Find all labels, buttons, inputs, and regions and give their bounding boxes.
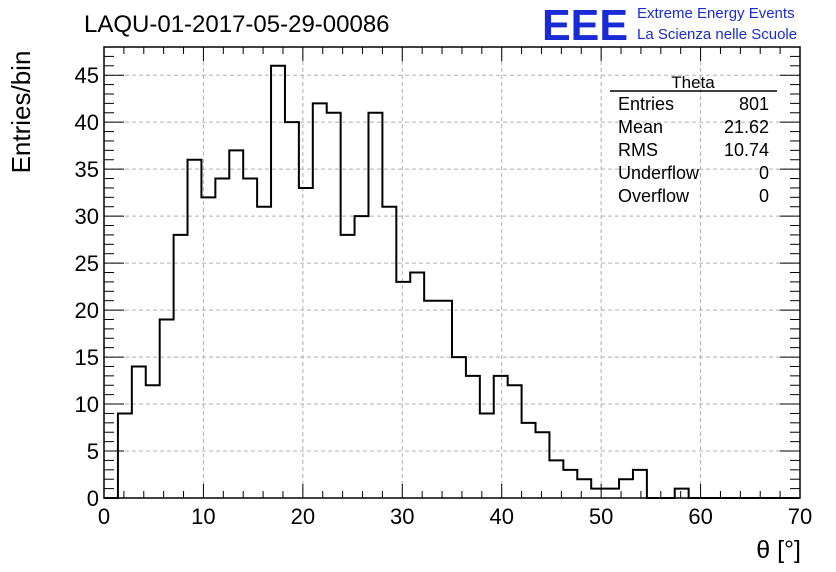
- stats-row-label: Mean: [618, 117, 663, 137]
- histogram-bin: [229, 150, 243, 498]
- eee-logo-line2: La Scienza nelle Scuole: [637, 26, 797, 43]
- y-tick-label: 15: [75, 345, 99, 370]
- histogram-bin: [201, 197, 215, 498]
- histogram-bin: [327, 113, 341, 498]
- chart-title: LAQU-01-2017-05-29-00086: [84, 11, 390, 38]
- histogram-bin: [591, 489, 605, 498]
- axis-ticks: [103, 46, 801, 499]
- x-tick-label: 20: [291, 504, 315, 529]
- eee-logo-line1: Extreme Energy Events: [637, 5, 795, 22]
- y-tick-label: 10: [75, 392, 99, 417]
- y-tick-label: 30: [75, 204, 99, 229]
- x-tick-labels: 0 10 20 30 40 50 60 70: [98, 504, 812, 529]
- stats-row-label: Overflow: [618, 186, 690, 206]
- y-tick-label: 0: [87, 486, 99, 511]
- x-tick-label: 50: [589, 504, 613, 529]
- histogram-bin: [480, 413, 494, 498]
- y-axis-label: Entries/bin: [6, 51, 36, 174]
- histogram-bin: [160, 319, 174, 498]
- histogram-bin: [313, 103, 327, 498]
- stats-box: Theta Entries 801 Mean 21.62 RMS 10.74 Underfl…: [610, 73, 777, 206]
- x-tick-label: 60: [688, 504, 712, 529]
- stats-row-label: RMS: [618, 140, 658, 160]
- histogram-bin: [494, 376, 508, 498]
- y-tick-label: 25: [75, 251, 99, 276]
- stats-row-value: 21.62: [724, 117, 769, 137]
- histogram-bin: [396, 282, 410, 498]
- histogram-bin: [174, 235, 188, 498]
- histogram-bin: [382, 207, 396, 498]
- stats-row-value: 10.74: [724, 140, 769, 160]
- histogram-outline: [104, 64, 800, 499]
- stats-rows: Entries 801 Mean 21.62 RMS 10.74 Underflow 0 Ove…: [618, 94, 769, 206]
- histogram-bin: [424, 301, 438, 498]
- y-tick-labels: 0 5 10 15 20 25 30 35 40 45: [75, 63, 99, 511]
- y-tick-label: 35: [75, 157, 99, 182]
- histogram-bin: [633, 470, 647, 498]
- stats-row-value: 801: [739, 94, 769, 114]
- y-tick-label: 45: [75, 63, 99, 88]
- x-tick-label: 10: [191, 504, 215, 529]
- grid: [104, 47, 800, 498]
- histogram-bin: [368, 113, 382, 498]
- histogram-bin: [438, 301, 452, 498]
- histogram-bin: [243, 179, 257, 498]
- x-axis-label: θ [°]: [756, 536, 801, 564]
- x-tick-label: 0: [98, 504, 110, 529]
- histogram-bin: [341, 235, 355, 498]
- histogram-bin: [410, 273, 424, 499]
- eee-logo-mark: EEE: [542, 1, 628, 50]
- histogram-bin: [215, 179, 229, 498]
- stats-row-label: Underflow: [618, 163, 700, 183]
- eee-logo: EEE Extreme Energy Events La Scienza nel…: [542, 1, 797, 50]
- y-tick-label: 5: [87, 439, 99, 464]
- histogram-bin: [271, 66, 285, 498]
- histogram-bin: [452, 357, 466, 498]
- stats-row-value: 0: [759, 186, 769, 206]
- x-tick-label: 70: [788, 504, 812, 529]
- histogram-bin: [257, 207, 271, 498]
- histogram-bin: [605, 489, 619, 498]
- x-tick-label: 30: [390, 504, 414, 529]
- plot-frame: [103, 46, 801, 499]
- y-tick-label: 20: [75, 298, 99, 323]
- histogram-bin: [675, 489, 689, 498]
- histogram-bin: [132, 366, 146, 498]
- histogram-bin: [118, 413, 132, 498]
- histogram-bin: [536, 432, 550, 498]
- y-tick-label: 40: [75, 110, 99, 135]
- histogram-bin: [508, 385, 522, 498]
- histogram-bin: [577, 479, 591, 498]
- histogram-bin: [563, 470, 577, 498]
- histogram-bin: [188, 160, 202, 498]
- histogram-bin: [466, 376, 480, 498]
- stats-row-label: Entries: [618, 94, 674, 114]
- histogram-bin: [146, 385, 160, 498]
- stats-row-value: 0: [759, 163, 769, 183]
- stats-box-title: Theta: [671, 73, 715, 92]
- x-tick-label: 40: [489, 504, 513, 529]
- histogram-bin: [522, 423, 536, 498]
